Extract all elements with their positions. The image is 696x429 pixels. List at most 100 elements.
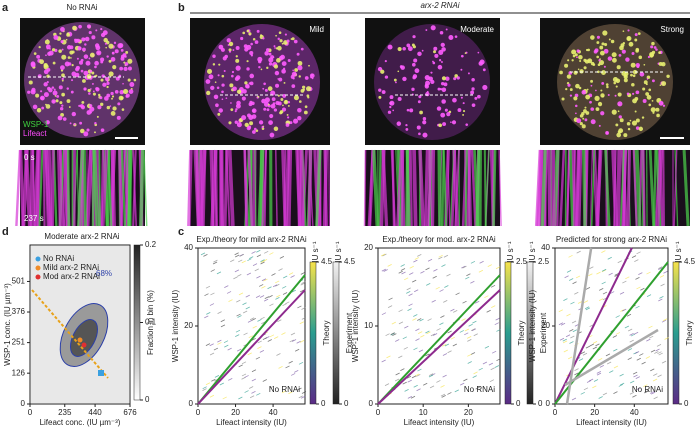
puncta — [448, 35, 454, 41]
kymo-streak — [655, 149, 663, 227]
puncta — [129, 82, 135, 87]
kymo-streak — [674, 149, 679, 227]
puncta — [590, 79, 594, 83]
puncta — [634, 33, 638, 37]
puncta — [623, 78, 628, 83]
kymo-streak — [540, 149, 547, 227]
puncta — [92, 90, 95, 93]
y-tick-label: 126 — [12, 368, 26, 377]
puncta — [287, 104, 290, 107]
puncta — [278, 31, 282, 35]
flow-arrow — [394, 378, 400, 382]
puncta — [71, 111, 76, 117]
kymo-streak — [211, 149, 215, 227]
flow-arrow — [580, 391, 585, 395]
flow-arrow — [387, 263, 392, 267]
flow-arrow — [639, 353, 644, 356]
flow-arrow — [244, 390, 249, 393]
plot-frame — [197, 247, 306, 405]
puncta — [462, 113, 465, 116]
flow-arrow — [562, 338, 567, 342]
puncta — [71, 79, 74, 82]
puncta — [70, 57, 72, 59]
flow-arrow — [210, 292, 215, 296]
flow-arrow — [473, 371, 478, 375]
plot-title: Exp./theory for mod. arx-2 RNAi — [382, 235, 496, 244]
puncta — [253, 127, 257, 131]
puncta — [274, 70, 280, 76]
puncta — [573, 70, 578, 75]
puncta — [611, 52, 617, 58]
puncta — [583, 66, 587, 70]
flow-arrow — [234, 254, 240, 258]
puncta — [576, 49, 580, 53]
puncta — [615, 85, 618, 88]
puncta — [282, 104, 284, 107]
puncta — [51, 86, 55, 89]
flow-arrow — [290, 373, 296, 376]
flow-arrow — [239, 253, 245, 257]
flow-arrow — [646, 338, 651, 342]
puncta — [299, 100, 302, 103]
puncta — [95, 87, 99, 91]
puncta — [471, 87, 475, 91]
puncta — [306, 94, 310, 98]
puncta — [212, 54, 216, 58]
puncta — [251, 101, 255, 106]
flow-arrow — [274, 336, 279, 339]
flow-arrow — [285, 301, 290, 305]
puncta — [638, 55, 643, 60]
flow-arrow — [636, 357, 641, 361]
kymo-streak — [470, 149, 477, 227]
x-axis-label: Lifeact intensity (IU) — [576, 418, 647, 427]
puncta — [60, 40, 64, 44]
puncta — [123, 66, 128, 71]
puncta — [59, 32, 62, 35]
puncta — [112, 106, 117, 111]
flow-arrow — [641, 361, 646, 365]
puncta — [111, 97, 113, 100]
flow-arrow — [398, 355, 403, 359]
puncta — [658, 62, 663, 66]
flow-arrow — [425, 267, 430, 271]
puncta — [632, 74, 636, 78]
puncta — [62, 94, 65, 97]
kymo-streak — [57, 149, 61, 227]
puncta — [70, 90, 74, 94]
flow-arrow — [488, 362, 494, 366]
y-tick-label: 10 — [364, 321, 373, 330]
flow-arrow — [402, 336, 407, 340]
x-tick-label: 676 — [123, 408, 137, 417]
puncta — [228, 121, 232, 125]
puncta — [234, 110, 237, 113]
y-axis-label: WSP-1 intensity (IU) — [171, 289, 180, 362]
puncta — [273, 64, 279, 69]
puncta — [61, 79, 64, 82]
puncta — [264, 51, 269, 56]
flow-arrow — [429, 373, 434, 376]
kymo-streak — [437, 149, 443, 227]
puncta — [297, 107, 302, 113]
flow-arrow — [568, 278, 574, 281]
flow-arrow — [249, 256, 254, 260]
puncta — [441, 47, 446, 52]
puncta — [76, 57, 79, 60]
puncta — [578, 54, 583, 60]
puncta — [235, 58, 240, 63]
puncta — [579, 114, 584, 118]
flow-arrow — [395, 339, 400, 342]
colorbar-tick-label: 0 — [145, 395, 150, 404]
flow-arrow — [219, 382, 224, 386]
kymo-streak — [619, 149, 625, 227]
puncta — [623, 74, 627, 78]
puncta — [125, 94, 129, 98]
flow-arrow — [387, 305, 393, 308]
puncta — [261, 98, 266, 104]
puncta — [120, 48, 124, 52]
puncta — [304, 105, 308, 109]
puncta — [268, 120, 273, 125]
flow-arrow — [267, 339, 272, 342]
flow-arrow — [283, 275, 288, 279]
flow-arrow — [299, 321, 304, 325]
kymo-streak — [590, 149, 596, 227]
